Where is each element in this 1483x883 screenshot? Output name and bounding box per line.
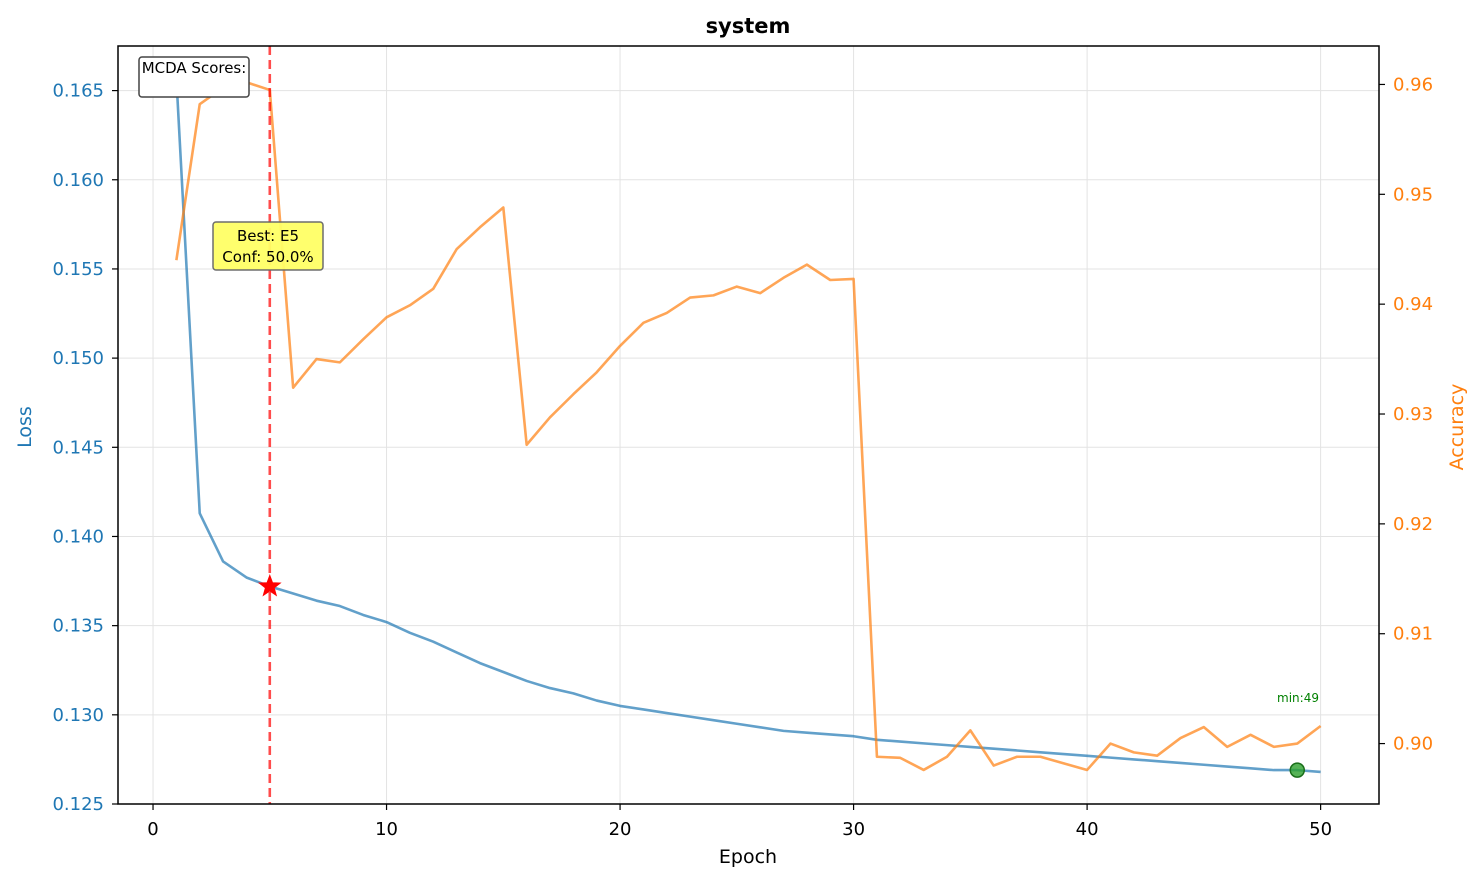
x-tick-label: 10 [375,819,398,840]
x-tick-label: 20 [609,819,632,840]
series-line-accuracy [175,80,1322,772]
y-left-tick-label: 0.145 [52,437,104,458]
mcda-label: MCDA Scores: [142,59,247,77]
y-right-tick-label: 0.96 [1393,74,1433,95]
mcda-annotation: MCDA Scores: [138,56,250,98]
best-annotation: Best: E5 Conf: 50.0% [212,221,324,271]
best-box [212,221,324,271]
y-left-tick-label: 0.155 [52,259,104,280]
min-label: min:49 [1277,691,1319,705]
y-right-axis-ticks: 0.90 0.91 0.92 0.93 0.94 0.95 0.96 [1379,74,1433,755]
plot-frame [117,45,1380,805]
y-left-axis-ticks: 0.125 0.130 0.135 0.140 0.145 0.150 0.155 0.160… [52,81,118,815]
x-tick-label: 50 [1309,819,1332,840]
y-left-tick-label: 0.130 [52,705,104,726]
x-tick-label: 40 [1076,819,1099,840]
y-left-tick-label: 0.125 [52,794,104,815]
y-right-tick-label: 0.93 [1393,404,1433,425]
series-layer [175,78,1322,774]
y-left-tick-label: 0.160 [52,170,104,191]
best-epoch-label: Best: E5 [237,227,299,245]
best-confidence-label: Conf: 50.0% [222,248,313,266]
mcda-box [138,56,250,98]
y-right-tick-label: 0.95 [1393,184,1433,205]
y-right-tick-label: 0.90 [1393,734,1433,755]
x-tick-label: 0 [147,819,158,840]
x-tick-label: 30 [842,819,865,840]
y-left-axis-title: Loss [14,406,36,448]
x-axis-ticks: 0 10 20 30 40 50 [147,804,1332,840]
chart-title: system [706,14,791,38]
x-axis-title: Epoch [719,846,777,868]
best-star-marker [257,573,282,597]
grid [118,46,1379,805]
min-loss-marker [1289,762,1306,778]
y-right-tick-label: 0.92 [1393,514,1433,535]
markers [257,46,1306,804]
series-line-loss [175,78,1321,774]
y-left-tick-label: 0.140 [52,526,104,547]
y-right-tick-label: 0.94 [1393,294,1433,315]
y-left-tick-label: 0.135 [52,616,104,637]
y-right-axis-title: Accuracy [1446,384,1468,471]
y-left-tick-label: 0.165 [52,81,104,102]
y-left-tick-label: 0.150 [52,348,104,369]
y-right-tick-label: 0.91 [1393,624,1433,645]
